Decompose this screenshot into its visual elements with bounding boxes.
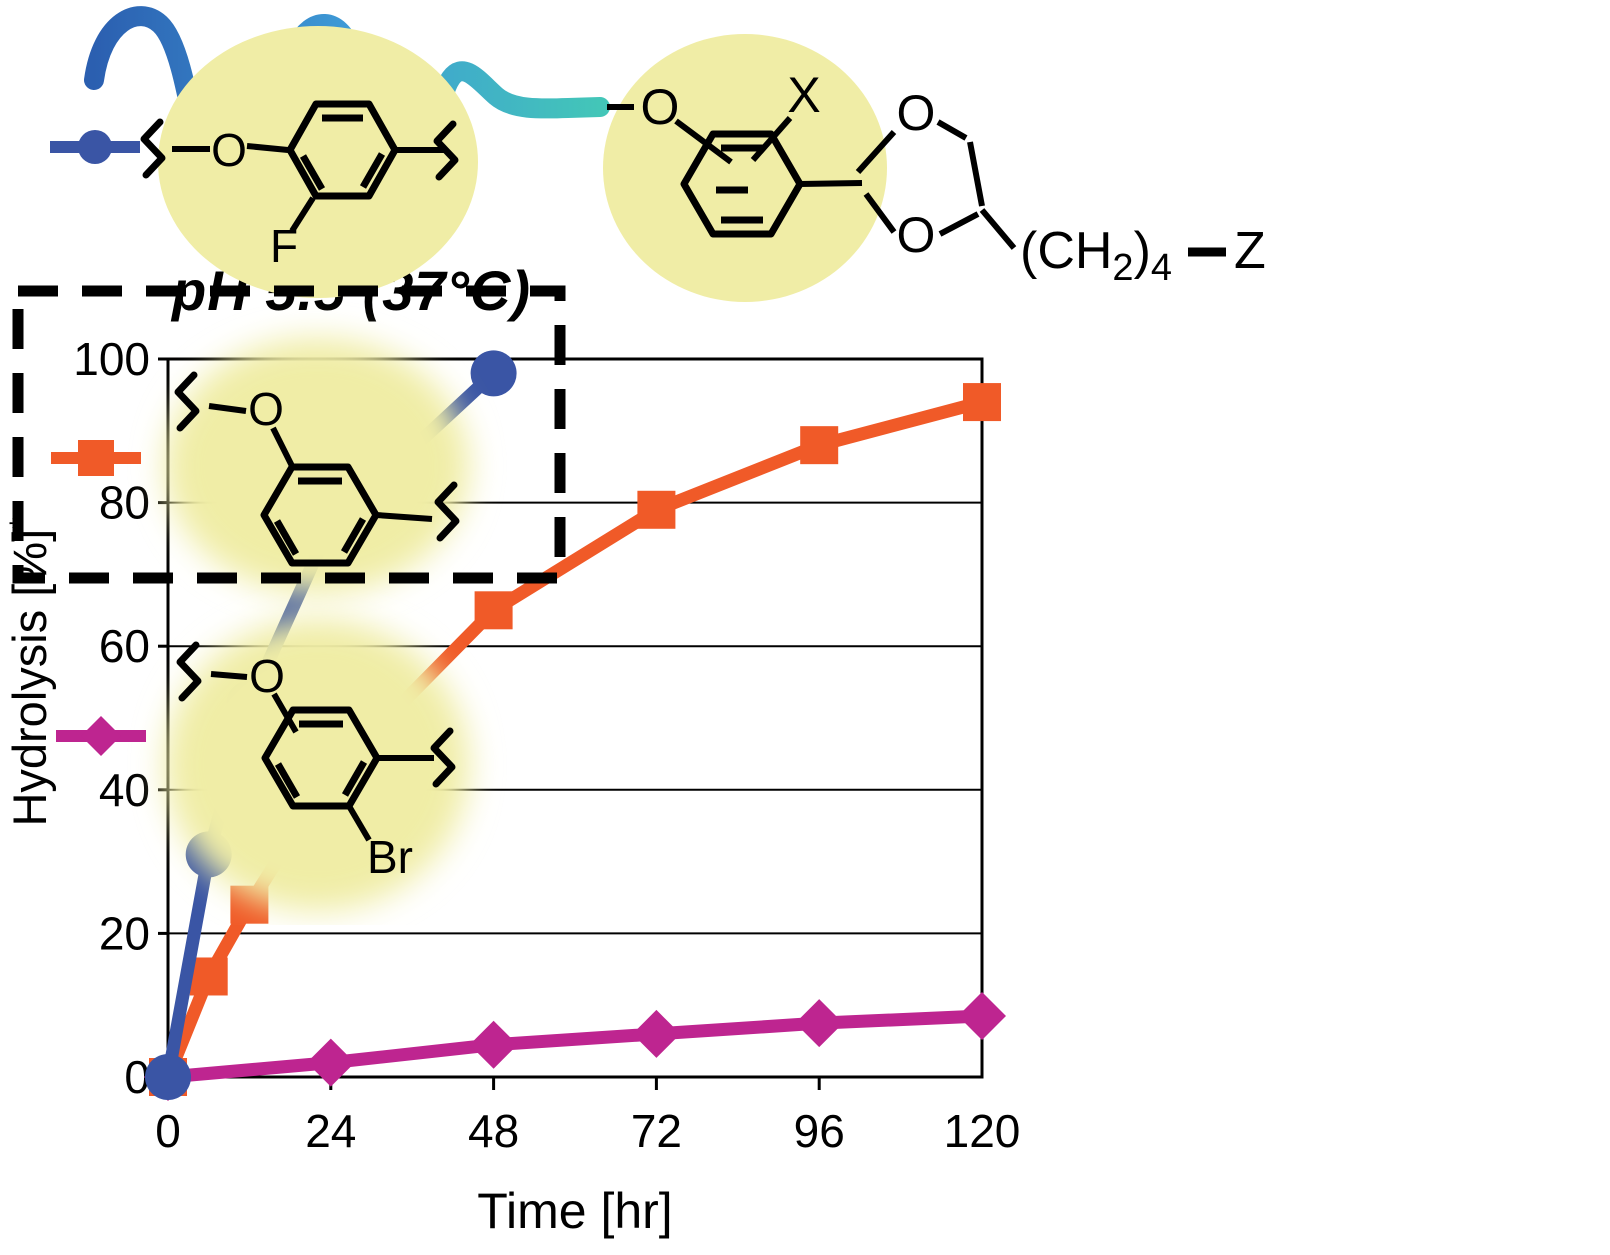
bond — [210, 671, 248, 680]
bond — [208, 403, 247, 414]
y-tick-label: 20 — [99, 907, 150, 959]
bond-c4-chain — [979, 208, 1017, 250]
series-diamond — [144, 991, 1006, 1101]
legend-entry-fluoro: O F — [50, 26, 478, 298]
fluorine-label: F — [270, 220, 298, 272]
bond — [270, 426, 295, 468]
x-axis-label: Time [hr] — [477, 1183, 673, 1239]
bond-ring-x — [750, 116, 793, 162]
x-tick-label: 0 — [155, 1105, 181, 1157]
legend-marker-orange-square — [51, 440, 141, 476]
bond-ring-acetal — [799, 180, 863, 187]
x-tick-label: 96 — [794, 1105, 845, 1157]
ether-oxygen-label: O — [211, 124, 247, 176]
legend-entry-bromo: O Br — [56, 619, 469, 911]
highlight-ellipse-blurred — [165, 619, 469, 911]
bond-ring-br — [346, 804, 372, 842]
double-bond-mark — [340, 517, 367, 554]
x-tick-label: 48 — [468, 1105, 519, 1157]
bond — [375, 512, 433, 522]
aryl-highlight-ellipse — [603, 34, 887, 302]
y-tick-label: 60 — [99, 620, 150, 672]
bond-c4-o3 — [938, 211, 980, 237]
alkyl-chain-label: (CH2)4 — [1020, 222, 1172, 289]
y-tick-label: 100 — [73, 333, 150, 385]
x-tick-label: 72 — [631, 1105, 682, 1157]
double-bond-mark — [341, 760, 368, 797]
terminal-z-label: Z — [1234, 222, 1266, 280]
legend-marker-blue-circle — [50, 130, 140, 164]
ether-oxygen-label: O — [248, 383, 284, 435]
y-tick-label: 40 — [99, 764, 150, 816]
double-bond-mark — [299, 154, 326, 191]
double-bond-mark — [274, 762, 301, 799]
dioxolane-oxygen-top-label: O — [897, 85, 936, 141]
dioxolane-oxygen-bottom-label: O — [897, 207, 936, 263]
bond-c5-c4 — [967, 141, 985, 207]
bond — [271, 692, 299, 734]
bond-c2-o1 — [855, 129, 897, 175]
substituent-x-label: X — [787, 67, 820, 123]
legend-marker-magenta-diamond — [56, 716, 146, 756]
bromine-label: Br — [367, 831, 413, 883]
x-tick-label: 120 — [944, 1105, 1021, 1157]
highlight-ellipse — [158, 26, 478, 298]
bond-ring-f — [289, 196, 316, 233]
dashed-selection-box — [12, 285, 566, 584]
y-tick-label: 80 — [99, 477, 150, 529]
ether-oxygen-label: O — [249, 650, 285, 702]
ether-oxygen-label: O — [641, 79, 680, 135]
bond-o3-c2 — [863, 192, 897, 234]
bond-o1-c5 — [936, 119, 968, 141]
x-tick-label: 24 — [305, 1105, 356, 1157]
bond — [246, 143, 289, 153]
legend-entry-lead-boxed: O — [12, 285, 566, 594]
double-bond-mark — [273, 519, 300, 556]
double-bond-mark — [359, 152, 386, 189]
legend-panel: O F O — [12, 26, 566, 911]
bond-oxygen-ring — [674, 118, 733, 165]
